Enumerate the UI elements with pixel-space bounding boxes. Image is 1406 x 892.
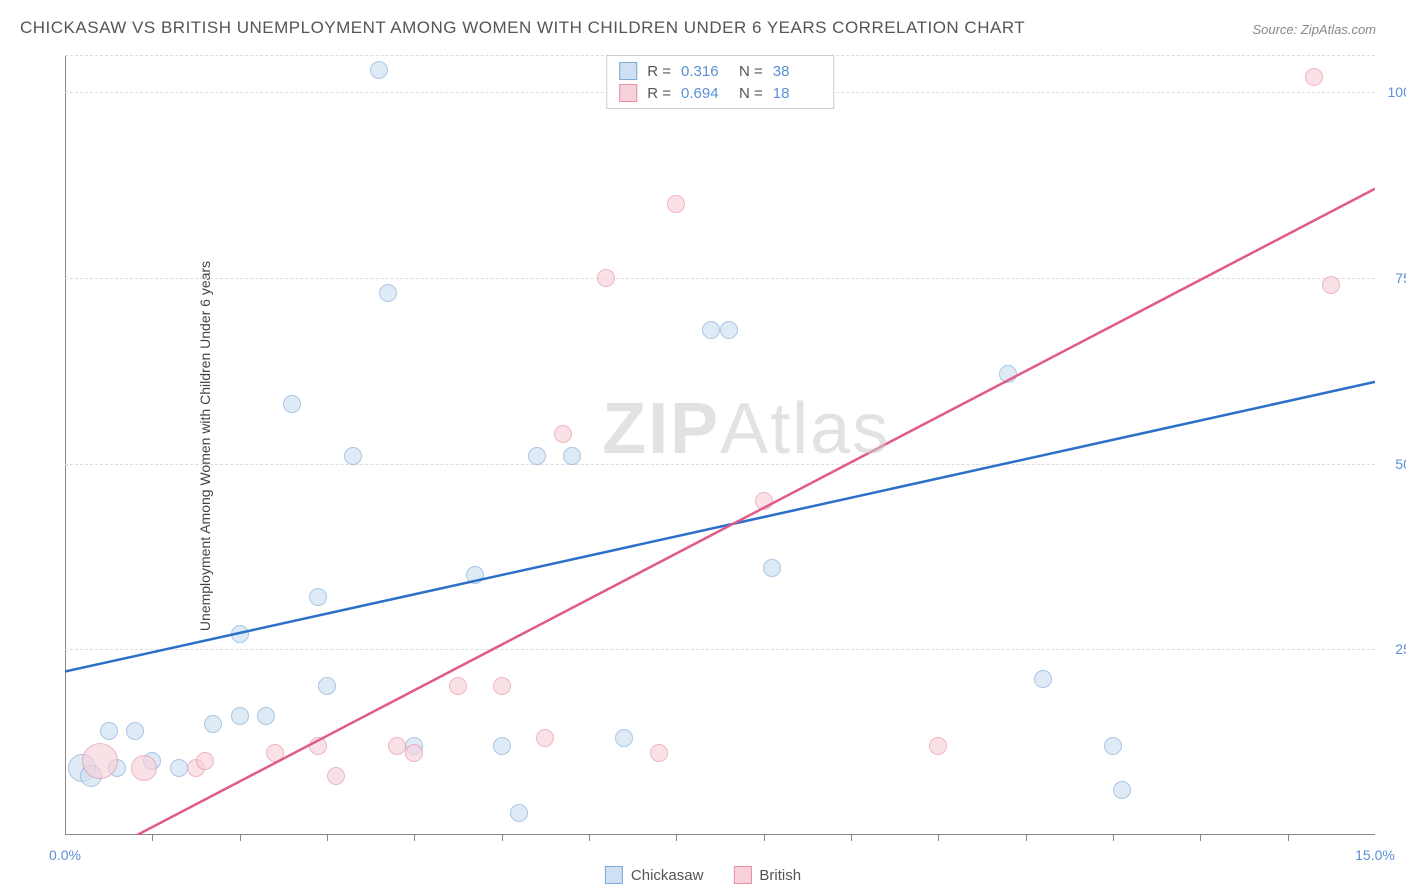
data-point-chickasaw [1113, 781, 1131, 799]
gridline-h [65, 649, 1375, 650]
data-point-british [327, 767, 345, 785]
x-tick [327, 835, 328, 841]
data-point-british [1322, 276, 1340, 294]
data-point-british [650, 744, 668, 762]
data-point-british [309, 737, 327, 755]
x-tick [589, 835, 590, 841]
data-point-chickasaw [231, 625, 249, 643]
data-point-chickasaw [126, 722, 144, 740]
x-tick [851, 835, 852, 841]
y-tick-label: 100.0% [1388, 84, 1406, 100]
r-value-chickasaw: 0.316 [681, 63, 729, 80]
data-point-british [493, 677, 511, 695]
watermark-text: ZIPAtlas [602, 388, 890, 470]
legend-swatch-chickasaw [619, 62, 637, 80]
x-tick-label: 15.0% [1355, 847, 1395, 863]
data-point-british [405, 744, 423, 762]
data-point-chickasaw [493, 737, 511, 755]
data-point-british [388, 737, 406, 755]
gridline-h [65, 278, 1375, 279]
data-point-chickasaw [204, 715, 222, 733]
y-axis-line [65, 55, 66, 835]
x-tick-label: 0.0% [49, 847, 81, 863]
data-point-chickasaw [615, 729, 633, 747]
y-tick-label: 75.0% [1395, 270, 1406, 286]
data-point-chickasaw [763, 559, 781, 577]
data-point-chickasaw [170, 759, 188, 777]
data-point-chickasaw [231, 707, 249, 725]
data-point-chickasaw [283, 395, 301, 413]
data-point-chickasaw [720, 321, 738, 339]
x-tick [240, 835, 241, 841]
data-point-british [266, 744, 284, 762]
data-point-british [536, 729, 554, 747]
data-point-chickasaw [999, 365, 1017, 383]
stats-row-british: R = 0.694 N = 18 [619, 82, 821, 104]
r-label: R = [647, 63, 671, 80]
source-attribution: Source: ZipAtlas.com [1252, 22, 1376, 37]
x-tick [1026, 835, 1027, 841]
data-point-chickasaw [466, 566, 484, 584]
bottom-legend: Chickasaw British [605, 866, 801, 884]
data-point-chickasaw [309, 588, 327, 606]
x-tick [938, 835, 939, 841]
data-point-british [82, 743, 118, 779]
data-point-british [554, 425, 572, 443]
n-value-chickasaw: 38 [773, 63, 821, 80]
data-point-british [667, 195, 685, 213]
data-point-chickasaw [379, 284, 397, 302]
n-label: N = [739, 63, 763, 80]
x-tick [1288, 835, 1289, 841]
stats-legend-box: R = 0.316 N = 38 R = 0.694 N = 18 [606, 55, 834, 109]
data-point-chickasaw [1104, 737, 1122, 755]
data-point-british [131, 755, 157, 781]
data-point-chickasaw [318, 677, 336, 695]
legend-swatch-british [619, 84, 637, 102]
n-value-british: 18 [773, 85, 821, 102]
chart-plot-area: 25.0%50.0%75.0%100.0%0.0%15.0% ZIPAtlas … [65, 55, 1375, 835]
n-label: N = [739, 85, 763, 102]
y-tick-label: 50.0% [1395, 456, 1406, 472]
legend-item-british: British [733, 866, 801, 884]
legend-item-chickasaw: Chickasaw [605, 866, 704, 884]
legend-swatch-british-icon [733, 866, 751, 884]
data-point-chickasaw [702, 321, 720, 339]
data-point-chickasaw [370, 61, 388, 79]
x-tick [152, 835, 153, 841]
x-tick [1113, 835, 1114, 841]
trend-line-british [109, 189, 1375, 835]
data-point-chickasaw [344, 447, 362, 465]
y-tick-label: 25.0% [1395, 641, 1406, 657]
data-point-british [1305, 68, 1323, 86]
legend-label-british: British [759, 867, 801, 884]
legend-swatch-chickasaw-icon [605, 866, 623, 884]
data-point-british [929, 737, 947, 755]
stats-row-chickasaw: R = 0.316 N = 38 [619, 60, 821, 82]
gridline-h [65, 464, 1375, 465]
x-axis-line [65, 834, 1375, 835]
data-point-chickasaw [528, 447, 546, 465]
x-tick [676, 835, 677, 841]
x-tick [764, 835, 765, 841]
data-point-chickasaw [510, 804, 528, 822]
data-point-chickasaw [257, 707, 275, 725]
r-label: R = [647, 85, 671, 102]
data-point-british [449, 677, 467, 695]
x-tick [1200, 835, 1201, 841]
data-point-chickasaw [1034, 670, 1052, 688]
trend-line-chickasaw [65, 382, 1375, 672]
x-tick [414, 835, 415, 841]
x-tick [502, 835, 503, 841]
data-point-british [755, 492, 773, 510]
data-point-chickasaw [100, 722, 118, 740]
data-point-chickasaw [563, 447, 581, 465]
legend-label-chickasaw: Chickasaw [631, 867, 704, 884]
r-value-british: 0.694 [681, 85, 729, 102]
data-point-british [196, 752, 214, 770]
data-point-british [597, 269, 615, 287]
chart-title: CHICKASAW VS BRITISH UNEMPLOYMENT AMONG … [20, 18, 1025, 38]
